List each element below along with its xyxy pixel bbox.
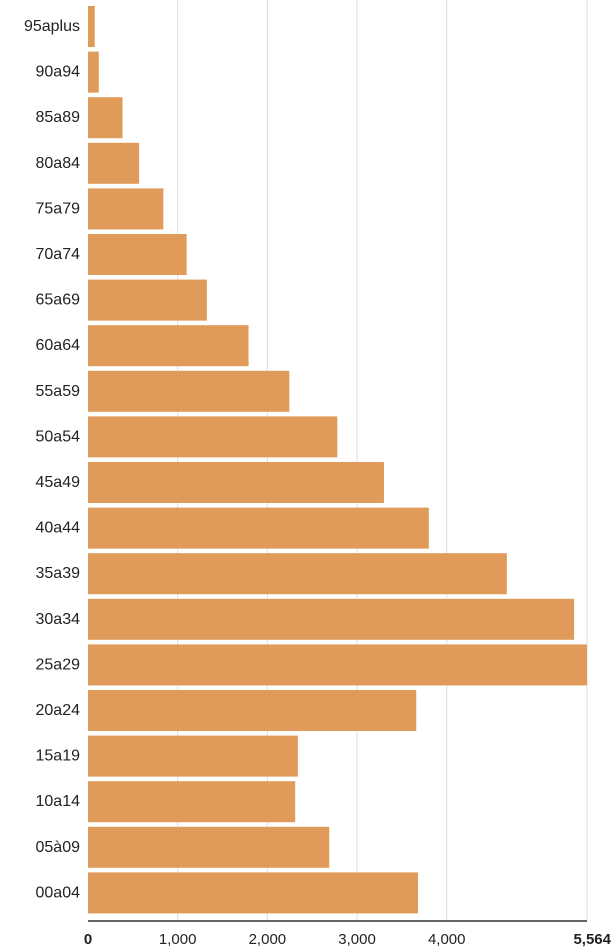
category-label-90a94: 90a94 bbox=[36, 64, 81, 81]
bar-20a24 bbox=[88, 690, 417, 731]
category-label-00a04: 00a04 bbox=[36, 884, 81, 901]
category-label-40a44: 40a44 bbox=[36, 520, 81, 537]
bar-60a64 bbox=[88, 325, 249, 367]
bar-70a74 bbox=[88, 234, 187, 275]
x-axis-ticks: 0 1,000 2,000 3,000 4,000 5,564 bbox=[84, 931, 612, 948]
category-label-70a74: 70a74 bbox=[36, 246, 81, 263]
category-label-50a54: 50a54 bbox=[36, 428, 81, 445]
x-tick-label-3: 3,000 bbox=[338, 931, 376, 948]
bar-40a44 bbox=[88, 507, 429, 549]
category-label-75a79: 75a79 bbox=[36, 200, 81, 217]
bar-00a04 bbox=[88, 872, 419, 914]
bar-95aplus bbox=[88, 6, 95, 47]
bar-10a14 bbox=[88, 781, 296, 823]
x-tick-label-2: 2,000 bbox=[249, 931, 287, 948]
x-tick-label-5: 5,564 bbox=[573, 931, 611, 948]
x-tick-label-1: 1,000 bbox=[159, 931, 197, 948]
category-label-20a24: 20a24 bbox=[36, 702, 81, 719]
bar-85a89 bbox=[88, 97, 123, 139]
category-label-35a39: 35a39 bbox=[36, 565, 81, 582]
bar-75a79 bbox=[88, 188, 164, 230]
bar-55a59 bbox=[88, 370, 290, 412]
bar-15a19 bbox=[88, 735, 298, 777]
bar-65a69 bbox=[88, 279, 207, 321]
category-label-15a19: 15a19 bbox=[36, 748, 81, 765]
category-label-80a84: 80a84 bbox=[36, 155, 81, 172]
x-tick-label-4: 4,000 bbox=[428, 931, 466, 948]
bar-45a49 bbox=[88, 462, 384, 503]
category-label-60a64: 60a64 bbox=[36, 337, 81, 354]
category-label-65a69: 65a69 bbox=[36, 292, 81, 309]
bar-50a54 bbox=[88, 416, 338, 458]
x-tick-label-0: 0 bbox=[84, 931, 92, 948]
category-label-10a14: 10a14 bbox=[36, 793, 81, 810]
bar-80a84 bbox=[88, 142, 140, 184]
bar-90a94 bbox=[88, 51, 99, 93]
category-labels: 95aplus 90a94 85a89 80a84 75a79 70a74 65a69 60a… bbox=[24, 18, 80, 901]
bars bbox=[88, 6, 587, 914]
category-label-55a59: 55a59 bbox=[36, 383, 81, 400]
bar-35a39 bbox=[88, 553, 507, 595]
bar-30a34 bbox=[88, 598, 575, 640]
category-label-95aplus: 95aplus bbox=[24, 18, 80, 35]
category-label-45a49: 45a49 bbox=[36, 474, 81, 491]
category-label-85a89: 85a89 bbox=[36, 109, 81, 126]
bar-25a29 bbox=[88, 644, 587, 686]
category-label-30a34: 30a34 bbox=[36, 611, 81, 628]
category-label-25a29: 25a29 bbox=[36, 656, 81, 673]
category-label-05à09: 05à09 bbox=[36, 839, 81, 856]
bar-05à09 bbox=[88, 826, 330, 868]
